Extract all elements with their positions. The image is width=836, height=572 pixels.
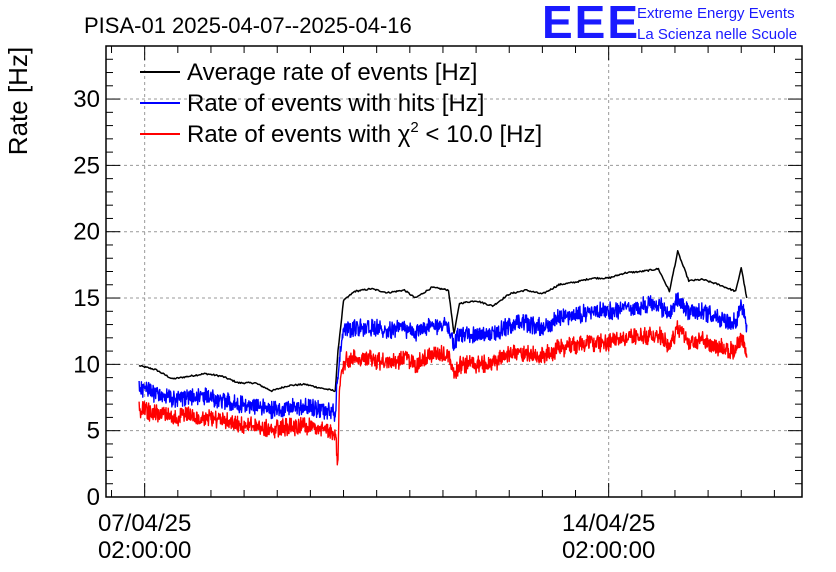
series-line-0 bbox=[138, 250, 748, 393]
logo-line-2: La Scienza nelle Scuole bbox=[637, 26, 797, 43]
legend: Average rate of events [Hz] Rate of even… bbox=[140, 59, 542, 148]
series-group bbox=[138, 250, 748, 466]
y-tick-label: 20 bbox=[73, 219, 100, 246]
y-tick-label: 0 bbox=[87, 484, 100, 511]
axes: 05101520253007/04/2502:00:0014/04/2502:0… bbox=[73, 45, 803, 564]
y-tick-label: 5 bbox=[87, 418, 100, 445]
y-tick-label: 15 bbox=[73, 285, 100, 312]
y-tick-label: 25 bbox=[73, 152, 100, 179]
legend-label-chi2: Rate of events with χ2 < 10.0 [Hz] bbox=[187, 119, 542, 148]
eee-logo-mark: EEE bbox=[542, 0, 640, 48]
x-tick-date-label: 14/04/25 bbox=[562, 510, 655, 537]
grid-lines bbox=[106, 46, 802, 497]
y-axis-label: Rate [Hz] bbox=[3, 47, 33, 155]
y-tick-label: 10 bbox=[73, 351, 100, 378]
y-tick-label: 30 bbox=[73, 86, 100, 113]
x-tick-time-label: 02:00:00 bbox=[98, 537, 191, 564]
legend-label-hits: Rate of events with hits [Hz] bbox=[187, 90, 484, 117]
legend-label-average: Average rate of events [Hz] bbox=[187, 59, 477, 86]
series-line-1 bbox=[138, 292, 748, 422]
x-tick-date-label: 07/04/25 bbox=[98, 510, 191, 537]
x-tick-time-label: 02:00:00 bbox=[562, 537, 655, 564]
logo-line-1: Extreme Energy Events bbox=[637, 5, 795, 22]
series-line-2 bbox=[138, 320, 748, 466]
chart-title: PISA-01 2025-04-07--2025-04-16 bbox=[84, 13, 412, 38]
eee-logo: EEE Extreme Energy Events La Scienza nel… bbox=[542, 0, 797, 48]
